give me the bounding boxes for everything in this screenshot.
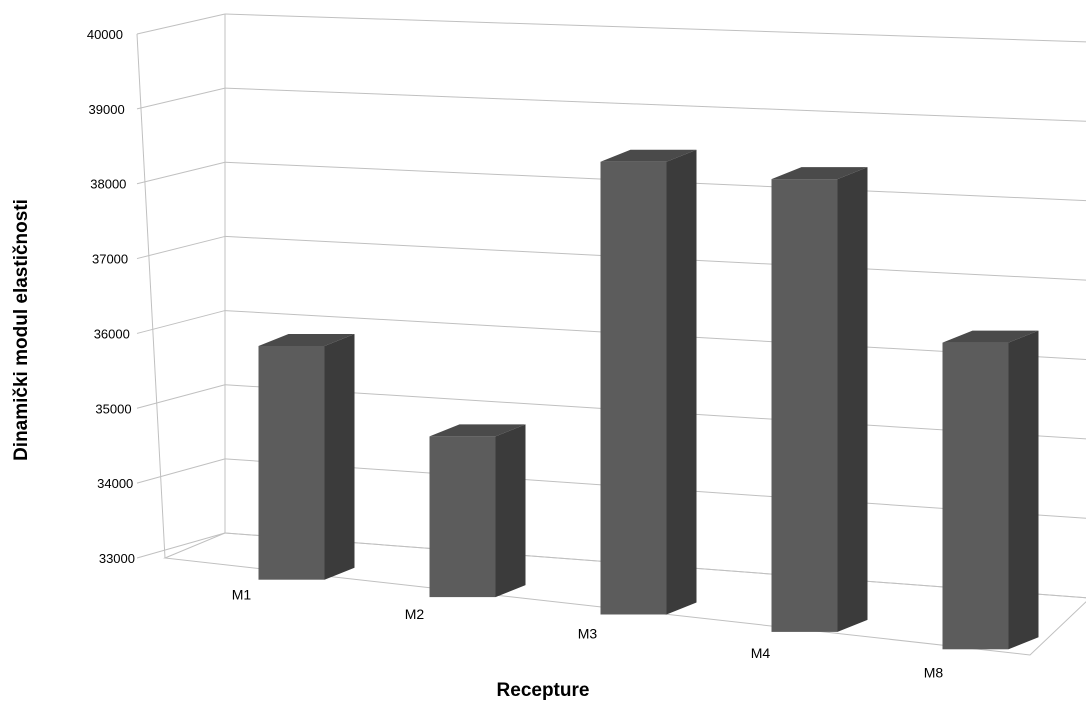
gridline-left	[136, 13, 226, 35]
x-tick-labels: M1 M2 M3 M4 M8	[232, 587, 944, 681]
bar-top-M8	[942, 330, 1039, 343]
bar-side-M3	[666, 149, 697, 615]
bar-side-M8	[1008, 330, 1039, 650]
bar-M8	[942, 342, 1009, 650]
gridline-left	[136, 310, 226, 334]
gridline-left	[136, 532, 226, 559]
y-axis-title: Dinamički modul elastičnosti	[11, 199, 32, 461]
bar-M3	[600, 161, 667, 615]
y-tick-label: 37000	[92, 252, 128, 267]
bar-top-M1	[258, 334, 355, 347]
x-tick-label: M3	[578, 626, 598, 642]
bar-side-M1	[324, 334, 355, 580]
bar-M1	[258, 346, 325, 580]
left-wall-edge	[136, 33, 166, 559]
gridline-back	[224, 13, 1086, 43]
bar-top-M3	[600, 149, 697, 162]
bar-side-M2	[495, 424, 526, 598]
x-tick-label: M4	[751, 645, 771, 661]
y-tick-label: 38000	[90, 177, 126, 192]
y-tick-label: 35000	[95, 401, 131, 416]
x-tick-label: M2	[405, 606, 425, 622]
y-tick-label: 40000	[87, 27, 123, 42]
bar-top-M2	[429, 424, 526, 437]
x-tick-label: M1	[232, 587, 252, 603]
y-tick-labels: 33000 34000 35000 36000 37000 38000 39000 40000	[87, 27, 135, 566]
x-axis-title: Recepture	[497, 680, 590, 701]
floor	[163, 532, 1086, 656]
bar-side-M4	[837, 167, 868, 632]
x-tick-label: M8	[924, 664, 944, 680]
gridline-left	[136, 458, 226, 484]
bar-top-M4	[771, 167, 868, 180]
y-tick-label: 34000	[97, 476, 133, 491]
gridline-left	[136, 384, 226, 409]
y-tick-label: 36000	[94, 326, 130, 341]
gridline-left	[136, 87, 226, 110]
y-tick-label: 33000	[99, 551, 135, 566]
gridline-back	[224, 87, 1086, 122]
bars	[258, 149, 1039, 650]
bar-M2	[429, 436, 496, 598]
gridline-left	[136, 235, 226, 260]
y-tick-label: 39000	[89, 102, 125, 117]
bar-M4	[771, 179, 838, 632]
gridline-left	[136, 161, 226, 185]
